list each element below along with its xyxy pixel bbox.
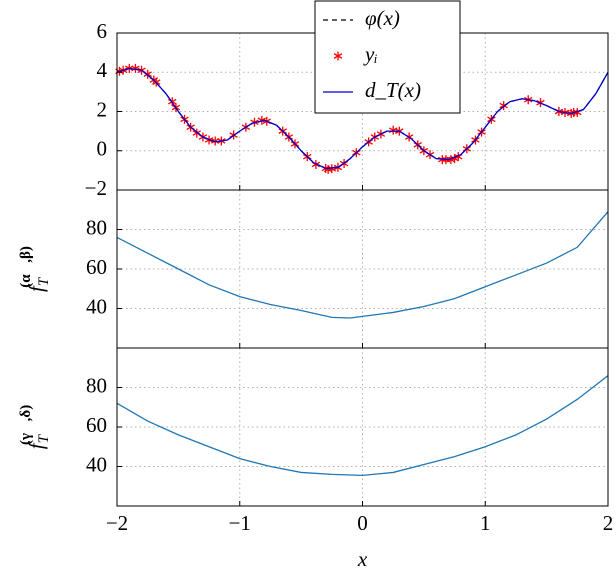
y-tick-label: 80 bbox=[86, 373, 107, 397]
y-axis-label: fT(γ⃗,δ) bbox=[18, 405, 52, 449]
legend-label: yᵢ bbox=[363, 42, 378, 66]
x-tick-label: −2 bbox=[106, 511, 128, 535]
y-tick-label: 0 bbox=[97, 137, 108, 161]
y-tick-label: 6 bbox=[97, 19, 108, 43]
data bbox=[115, 63, 609, 477]
line-series bbox=[116, 211, 609, 319]
line-series bbox=[116, 67, 609, 170]
y-tick-label: 80 bbox=[86, 215, 107, 239]
y-tick-label: 60 bbox=[86, 255, 107, 279]
y-axis-label: fT(α⃗,β) bbox=[18, 246, 52, 292]
x-tick-label: 1 bbox=[480, 511, 491, 535]
y-label-base: f bbox=[24, 283, 48, 292]
x-tick-label: 2 bbox=[603, 511, 614, 535]
y-tick-label: 4 bbox=[97, 58, 108, 82]
x-tick-label: 0 bbox=[357, 511, 368, 535]
line-series bbox=[116, 375, 609, 477]
legend-marker bbox=[333, 51, 343, 61]
y-tick-label: −2 bbox=[85, 176, 107, 200]
y-tick-label: 2 bbox=[97, 97, 108, 121]
y-label-sub: T bbox=[36, 276, 52, 286]
y-label-sub: T bbox=[36, 433, 52, 443]
y-label-sup: (γ⃗,δ) bbox=[18, 405, 34, 445]
y-tick-label: 40 bbox=[86, 452, 107, 476]
legend-label: φ(x) bbox=[365, 6, 400, 30]
x-axis-label: x bbox=[357, 547, 368, 571]
plot-frame bbox=[116, 347, 609, 507]
legend-label: d_T(x) bbox=[365, 78, 421, 102]
y-label-base: f bbox=[24, 440, 48, 449]
y-tick-label: 40 bbox=[86, 294, 107, 318]
y-tick-label: 60 bbox=[86, 413, 107, 437]
y-label-sup: (α⃗,β) bbox=[18, 246, 34, 288]
x-tick-label: −1 bbox=[229, 511, 251, 535]
